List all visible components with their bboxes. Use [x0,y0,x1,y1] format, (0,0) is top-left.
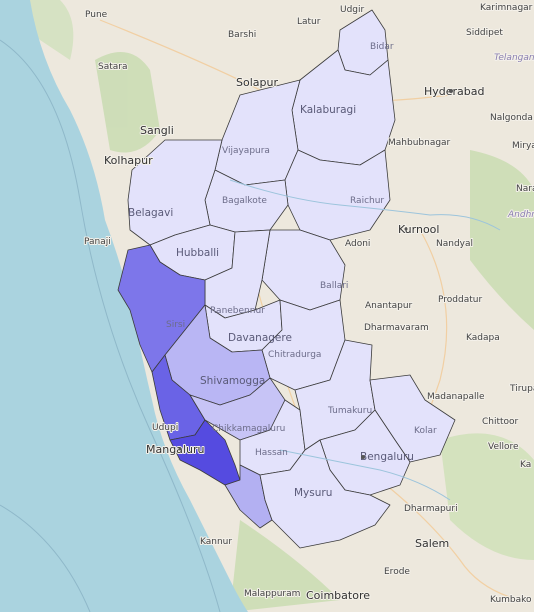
label-mahbubnagar: Mahbubnagar [388,138,451,148]
label-vellore: Vellore [488,442,519,452]
label-panaji: Panaji [84,237,111,247]
label-ranebennur: Ranebennur [210,306,265,316]
label-madanapalle: Madanapalle [427,392,485,402]
label-chittoor: Chittoor [482,417,519,427]
label-erode: Erode [384,567,410,577]
label-telangana: Telangana [494,53,534,63]
label-siddipet: Siddipet [466,28,503,38]
label-latur: Latur [297,17,321,27]
label-mangaluru: Mangaluru [146,443,204,456]
label-adoni: Adoni [345,239,370,249]
label-udupi: Udupi [152,423,178,433]
maritime-boundary-line [0,39,221,612]
label-tumakuru: Tumakuru [327,406,372,416]
label-sirsi: Sirsi [166,320,185,330]
label-karimnagar: Karimnagar [480,3,533,13]
label-raichur: Raichur [350,196,384,206]
label-dharmavaram: Dharmavaram [364,323,429,333]
label-dharmapuri: Dharmapuri [404,504,458,514]
label-pune: Pune [85,10,108,20]
label-ballari: Ballari [320,281,348,291]
label-davanagere: Davanagere [228,332,292,344]
surrounding-city-labels: Pune Udgir Karimnagar Barshi Latur Siddi… [83,2,534,606]
label-malappuram: Malappuram [244,589,300,599]
label-kannur: Kannur [200,537,232,547]
label-hubballi: Hubballi [176,247,219,259]
label-nandyal: Nandyal [436,239,473,249]
label-bagalkote: Bagalkote [222,196,267,206]
district-labels: Bidar Kalaburagi Vijayapura Bagalkote Ra… [128,42,437,499]
label-hyderabad: Hyderabad [424,85,485,98]
label-chitradurga: Chitradurga [268,350,321,360]
label-kalaburagi: Kalaburagi [300,104,356,116]
label-chikkamagaluru: Chikkamagaluru [212,424,285,434]
label-anantapur: Anantapur [365,301,413,311]
label-kadapa: Kadapa [466,333,500,343]
arabian-sea [0,0,248,612]
label-tirupati: Tirupa [509,384,534,394]
label-kolar: Kolar [414,426,437,436]
label-barshi: Barshi [228,30,256,40]
label-ka: Ka [520,460,531,470]
label-satara: Satara [98,62,128,72]
label-nalgonda: Nalgonda [490,113,533,123]
label-coimbatore: Coimbatore [306,589,370,602]
district-raichur[interactable] [284,149,391,241]
district-chitradurga[interactable] [261,299,346,391]
label-proddatur: Proddatur [438,295,482,305]
maritime-boundary-line-2 [0,504,91,612]
rivers [229,179,501,501]
label-kumbakonam: Kumbako [490,595,532,605]
karnataka-districts [117,9,456,549]
label-kurnool: Kurnool [398,223,439,236]
label-miryalaguda: Mirya [512,141,534,151]
label-hassan: Hassan [255,448,288,458]
label-andhra: Andhr [507,210,534,220]
label-salem: Salem [415,537,449,550]
label-sangli: Sangli [140,124,174,137]
label-belagavi: Belagavi [128,207,173,219]
label-shivamogga: Shivamogga [200,375,265,387]
district-mysuru[interactable] [259,439,391,549]
label-kolhapur: Kolhapur [104,154,153,167]
label-mysuru: Mysuru [294,487,332,499]
label-bidar: Bidar [370,42,394,52]
label-udgir: Udgir [340,5,365,15]
label-solapur: Solapur [236,76,278,89]
district-mangaluru[interactable] [169,419,241,486]
label-nara: Nara [516,184,534,194]
label-bengaluru: Bengaluru [360,451,414,463]
city-markers [178,89,453,459]
label-vijayapura: Vijayapura [222,146,270,156]
